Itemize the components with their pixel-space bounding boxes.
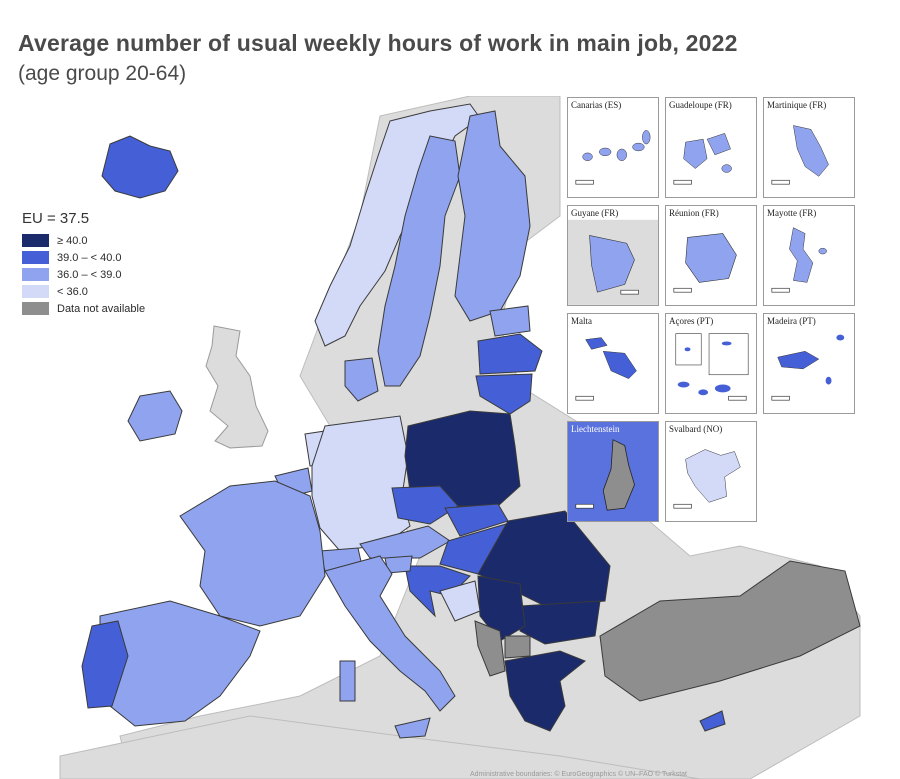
inset-label: Mayotte (FR) — [767, 208, 817, 218]
sicily — [394, 717, 431, 739]
bosnia — [439, 580, 481, 622]
uk-land — [205, 325, 269, 449]
legend-item: 36.0 – < 39.0 — [22, 266, 145, 283]
inset-label: Açores (PT) — [669, 316, 714, 326]
inset-mayotte: Mayotte (FR) — [763, 205, 855, 306]
map-subtitle: (age group 20-64) — [18, 62, 187, 85]
legend-item: 39.0 – < 40.0 — [22, 249, 145, 266]
inset-label: Réunion (FR) — [669, 208, 719, 218]
portugal — [81, 620, 129, 709]
croatia — [404, 565, 471, 618]
inset-label: Malta — [571, 316, 592, 326]
map-legend: EU = 37.5 ≥ 40.0 39.0 – < 40.0 36.0 – < … — [22, 210, 145, 317]
inset-malta: Malta — [567, 313, 659, 414]
estonia — [489, 305, 531, 337]
legend-swatch-lt36 — [22, 285, 49, 298]
martinique-shape — [771, 125, 829, 185]
acores-shape — [675, 333, 749, 401]
france — [179, 480, 326, 627]
liechtenstein-shape — [575, 439, 635, 511]
legend-swatch-36-39 — [22, 268, 49, 281]
ireland — [127, 390, 183, 442]
inset-label: Martinique (FR) — [767, 100, 827, 110]
canarias-shape — [575, 130, 651, 185]
map-title: Average number of usual weekly hours of … — [18, 30, 738, 56]
guyane-shape — [568, 219, 658, 305]
czechia — [391, 485, 459, 525]
svalbard-shape — [673, 449, 741, 509]
legend-label: 36.0 – < 39.0 — [57, 268, 122, 281]
legend-item: Data not available — [22, 300, 145, 317]
legend-label: Data not available — [57, 302, 146, 315]
mayotte-shape — [771, 227, 827, 293]
lithuania — [475, 373, 533, 415]
legend-label: ≥ 40.0 — [57, 234, 88, 247]
europe-map — [59, 96, 861, 779]
inset-label: Svalbard (NO) — [669, 424, 723, 434]
italy — [324, 555, 456, 712]
madeira-shape — [771, 334, 845, 401]
inset-label: Guadeloupe (FR) — [669, 100, 732, 110]
source-footer: Administrative boundaries: © EuroGeograp… — [470, 771, 688, 778]
guadeloupe-shape — [673, 133, 732, 185]
denmark — [344, 357, 379, 402]
legend-swatch-39-40 — [22, 251, 49, 264]
bulgaria — [519, 600, 601, 645]
legend-label: < 36.0 — [57, 285, 88, 298]
legend-label: 39.0 – < 40.0 — [57, 251, 122, 264]
germany — [311, 415, 411, 552]
inset-guadeloupe: Guadeloupe (FR) — [665, 97, 757, 198]
cyprus — [699, 710, 726, 732]
inset-guyane: Guyane (FR) — [567, 205, 659, 306]
legend-swatch-ge40 — [22, 234, 49, 247]
greece — [504, 650, 586, 732]
austria — [359, 525, 451, 559]
legend-swatch-na — [22, 302, 49, 315]
inset-canarias: Canarias (ES) — [567, 97, 659, 198]
inset-maps: Canarias (ES) Guadeloupe (FR) Martinique… — [567, 97, 861, 525]
inset-reunion: Réunion (FR) — [665, 205, 757, 306]
inset-liechtenstein: Liechtenstein — [567, 421, 659, 522]
inset-label: Madeira (PT) — [767, 316, 816, 326]
reunion-shape — [673, 233, 737, 293]
inset-martinique: Martinique (FR) — [763, 97, 855, 198]
malta-shape — [575, 337, 637, 401]
latvia — [477, 333, 543, 375]
legend-item: ≥ 40.0 — [22, 232, 145, 249]
inset-label: Liechtenstein — [571, 424, 620, 434]
africa-land — [59, 715, 701, 779]
montenegro-albania — [474, 620, 506, 677]
legend-item: < 36.0 — [22, 283, 145, 300]
inset-madeira: Madeira (PT) — [763, 313, 855, 414]
turkey — [599, 560, 861, 702]
inset-svalbard: Svalbard (NO) — [665, 421, 757, 522]
north-macedonia — [504, 635, 531, 659]
inset-acores: Açores (PT) — [665, 313, 757, 414]
poland — [404, 410, 521, 507]
inset-label: Canarias (ES) — [571, 100, 622, 110]
iceland — [101, 135, 179, 199]
sardinia — [339, 660, 356, 702]
sweden — [377, 135, 461, 387]
inset-label: Guyane (FR) — [571, 208, 619, 218]
eu-average-label: EU = 37.5 — [22, 210, 90, 227]
